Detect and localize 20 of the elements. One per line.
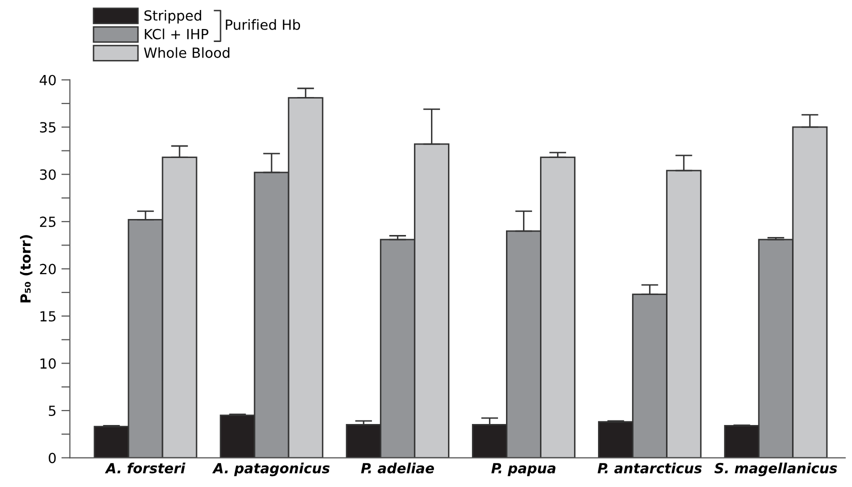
y-tick-label: 25 (40, 216, 56, 228)
y-tick-label: 40 (40, 74, 56, 86)
x-tick-label: A. patagonicus (212, 462, 330, 476)
y-tick-label: 0 (48, 452, 56, 464)
legend-label: KCl + IHP (144, 28, 208, 40)
y-axis-title: P₅₀ (torr) (20, 235, 32, 302)
y-tick-label: 20 (40, 264, 56, 274)
text: Purified Hb (226, 19, 300, 30)
x-tick-label: P. papua (491, 463, 556, 476)
y-tick-label: 5 (48, 406, 56, 416)
x-tick-label: S. magellanicus (714, 462, 837, 476)
y-tick-label: 10 (40, 358, 56, 369)
x-tick-label: P. antarcticus (598, 462, 702, 474)
x-tick-label: A. forsteri (104, 462, 186, 474)
legend-label: Stripped (144, 10, 202, 24)
y-tick-label: 35 (40, 122, 56, 133)
legend-label: Whole Blood (144, 47, 230, 58)
y-tick-label: 15 (40, 311, 56, 322)
y-tick-label: 30 (40, 169, 56, 180)
x-tick-label: P. adeliae (361, 462, 434, 474)
